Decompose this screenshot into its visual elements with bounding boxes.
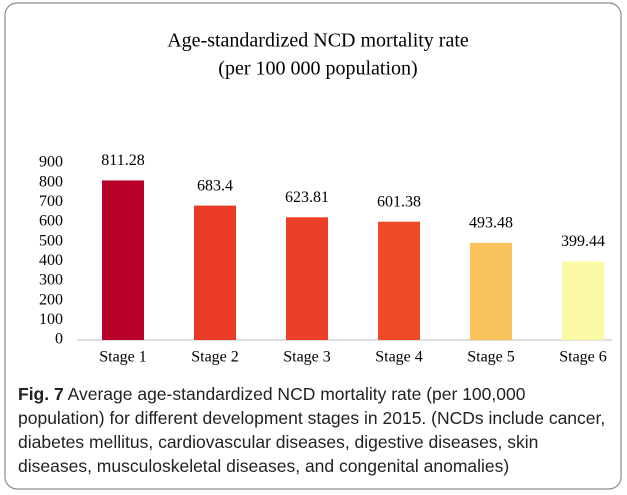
- y-tick-label: 600: [39, 213, 63, 230]
- chart-subtitle: (per 100 000 population): [218, 58, 417, 80]
- x-tick-label: Stage 6: [559, 349, 607, 366]
- y-tick-label: 500: [39, 232, 63, 249]
- y-tick-label: 0: [55, 331, 63, 348]
- y-tick-label: 700: [39, 193, 63, 210]
- x-tick-label: Stage 5: [467, 349, 515, 366]
- bar: [562, 261, 604, 340]
- x-tick-label: Stage 2: [191, 349, 239, 366]
- y-tick-label: 800: [39, 173, 63, 190]
- value-label: 399.44: [561, 233, 605, 250]
- bar: [470, 242, 512, 340]
- y-tick-label: 100: [39, 311, 63, 328]
- bar: [194, 205, 236, 340]
- bar: [286, 217, 328, 340]
- value-label: 811.28: [101, 152, 144, 169]
- x-tick-label: Stage 3: [283, 349, 331, 366]
- y-tick-label: 900: [39, 154, 63, 171]
- value-label: 683.4: [197, 177, 233, 194]
- y-tick-label: 400: [39, 252, 63, 269]
- value-label: 623.81: [285, 189, 329, 206]
- x-tick-label: Stage 4: [375, 349, 423, 366]
- x-tick-label: Stage 1: [99, 349, 147, 366]
- y-tick-label: 200: [39, 291, 63, 308]
- caption-label: Fig. 7: [18, 384, 64, 404]
- value-label: 601.38: [377, 193, 421, 210]
- y-tick-label: 300: [39, 272, 63, 289]
- bar: [378, 221, 420, 340]
- value-label: 493.48: [469, 215, 513, 232]
- bar: [102, 180, 144, 340]
- caption: Fig. 7 Average age-standardized NCD mort…: [18, 382, 614, 478]
- caption-text: Average age-standardized NCD mortality r…: [18, 384, 606, 476]
- chart-title: Age-standardized NCD mortality rate: [167, 30, 469, 52]
